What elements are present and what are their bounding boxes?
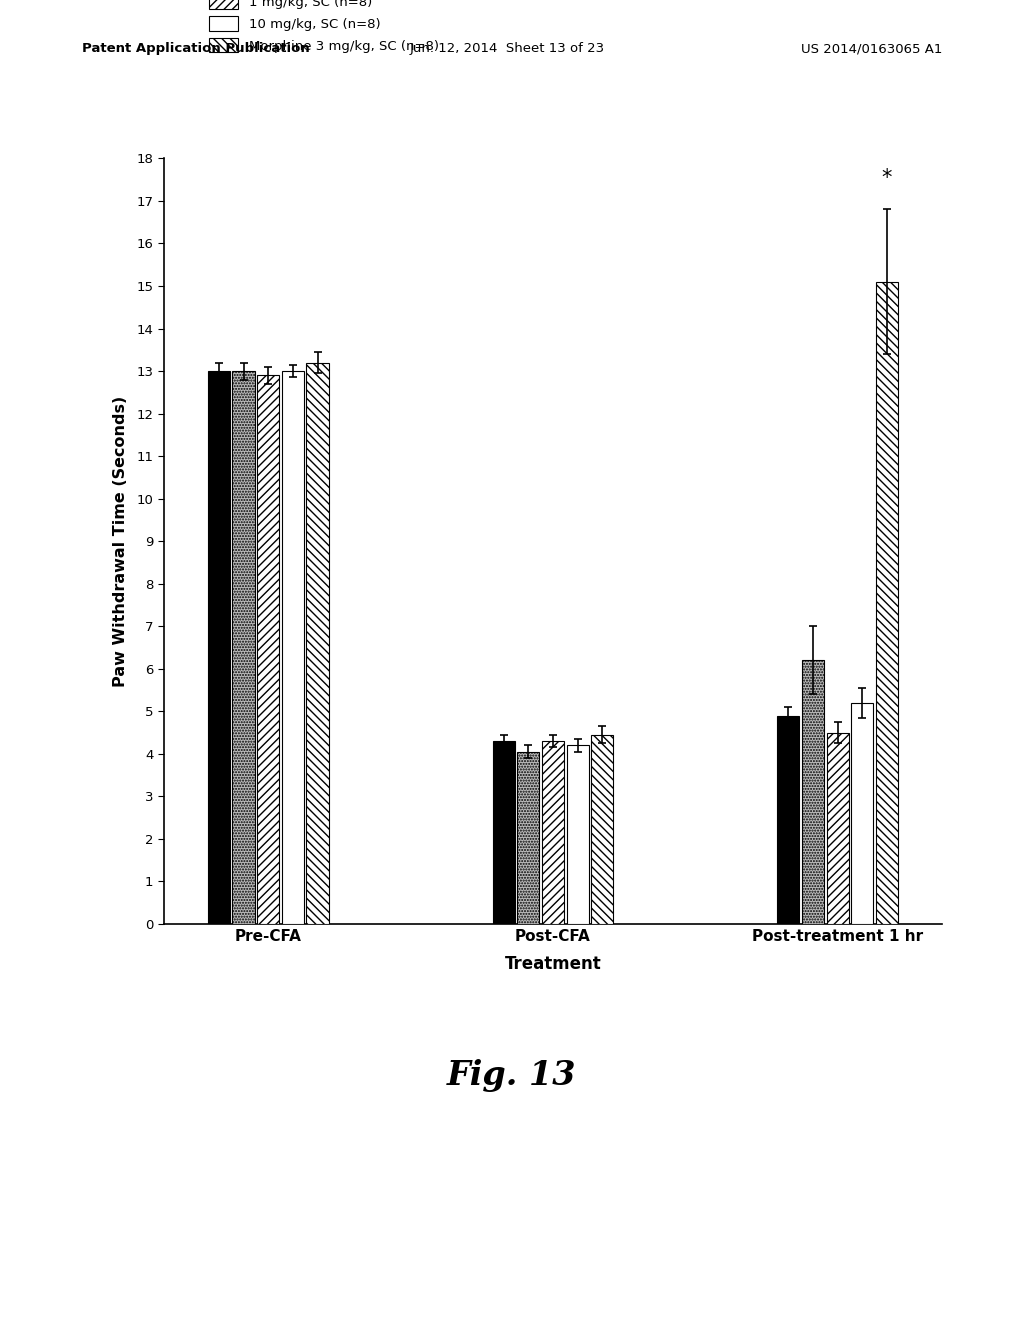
X-axis label: Treatment: Treatment xyxy=(505,954,601,973)
Bar xyxy=(257,375,280,924)
Bar xyxy=(208,371,230,924)
Bar xyxy=(876,281,898,924)
Bar xyxy=(826,733,849,924)
Text: US 2014/0163065 A1: US 2014/0163065 A1 xyxy=(801,42,942,55)
Bar xyxy=(282,371,304,924)
Bar xyxy=(591,735,613,924)
Bar xyxy=(566,746,589,924)
Bar xyxy=(542,741,564,924)
Text: Fig. 13: Fig. 13 xyxy=(447,1059,577,1093)
Text: Patent Application Publication: Patent Application Publication xyxy=(82,42,309,55)
Bar xyxy=(493,741,515,924)
Bar xyxy=(777,715,800,924)
Text: Jun. 12, 2014  Sheet 13 of 23: Jun. 12, 2014 Sheet 13 of 23 xyxy=(410,42,605,55)
Bar xyxy=(851,702,873,924)
Legend: Vehicle (0.9% NaCl) 5 mL/kg, SC (n=8), 0.1 mg/kg, SC (n=8), 1 mg/kg, SC (n=8), 1: Vehicle (0.9% NaCl) 5 mL/kg, SC (n=8), 0… xyxy=(209,0,506,53)
Bar xyxy=(306,363,329,924)
Y-axis label: Paw Withdrawal Time (Seconds): Paw Withdrawal Time (Seconds) xyxy=(113,396,128,686)
Text: *: * xyxy=(882,168,892,189)
Bar xyxy=(517,752,540,924)
Bar xyxy=(232,371,255,924)
Bar xyxy=(802,660,824,924)
